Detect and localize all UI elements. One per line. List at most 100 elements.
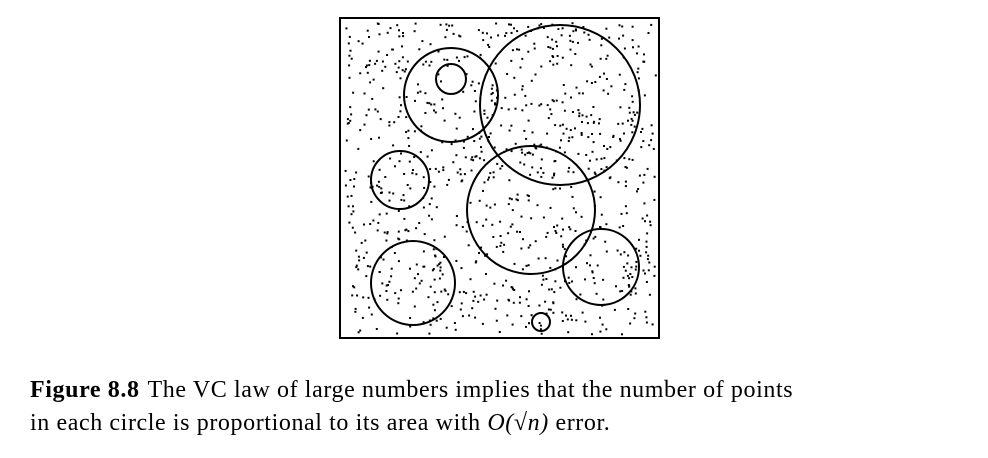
point <box>400 104 402 107</box>
point <box>594 173 597 176</box>
point <box>483 298 486 301</box>
point <box>348 64 351 67</box>
point <box>470 169 473 172</box>
point <box>377 50 380 53</box>
point <box>417 273 419 276</box>
point <box>540 143 543 146</box>
point <box>557 28 560 31</box>
point <box>561 217 564 220</box>
point <box>589 254 592 257</box>
point <box>479 53 482 56</box>
point <box>344 169 347 172</box>
point <box>591 333 593 336</box>
caption-text: The VC law of large numbers implies that… <box>147 377 794 403</box>
point <box>640 131 642 133</box>
point <box>365 251 368 254</box>
point <box>375 328 378 330</box>
point <box>553 291 556 294</box>
point <box>510 124 513 127</box>
point <box>463 173 466 176</box>
point <box>489 206 492 209</box>
point <box>462 290 465 293</box>
point <box>523 129 526 132</box>
point <box>538 304 541 307</box>
caption-line: Figure 8.8 The VC law of large numbers im… <box>30 374 793 407</box>
point <box>444 289 447 292</box>
point <box>599 132 602 135</box>
point <box>355 249 358 252</box>
point <box>365 114 368 117</box>
point <box>451 24 454 27</box>
point <box>540 283 543 286</box>
point <box>392 144 395 147</box>
point <box>474 100 477 103</box>
point <box>381 282 384 285</box>
point <box>605 328 608 331</box>
point <box>635 260 638 263</box>
point <box>591 133 593 135</box>
point <box>593 282 596 285</box>
point <box>546 104 549 107</box>
point <box>413 30 416 33</box>
point <box>607 92 610 95</box>
point <box>512 301 515 304</box>
point <box>400 152 402 155</box>
circle <box>531 312 551 332</box>
point <box>600 44 603 47</box>
point <box>398 35 401 38</box>
point <box>638 174 641 177</box>
point <box>537 257 540 260</box>
caption-math: O(√n) <box>487 410 549 436</box>
point <box>459 308 462 311</box>
point <box>381 191 383 194</box>
point <box>393 121 396 124</box>
point <box>368 59 371 62</box>
point <box>629 293 632 296</box>
point <box>440 290 443 293</box>
point <box>552 188 555 191</box>
point <box>369 223 372 225</box>
point <box>452 161 455 164</box>
point <box>648 261 651 264</box>
point <box>350 113 353 116</box>
point <box>561 320 564 322</box>
point <box>527 305 530 307</box>
point <box>633 125 636 128</box>
point <box>589 63 592 66</box>
point <box>371 97 374 100</box>
point <box>379 192 382 194</box>
point <box>444 36 447 39</box>
point <box>345 139 348 142</box>
point <box>556 224 559 227</box>
point <box>621 25 624 28</box>
point <box>443 256 445 258</box>
point <box>378 33 381 36</box>
point <box>550 113 553 116</box>
point <box>399 110 402 113</box>
point <box>646 167 649 170</box>
point <box>551 99 554 102</box>
point <box>643 173 646 176</box>
point <box>508 179 511 182</box>
point <box>408 205 411 208</box>
point <box>362 256 365 259</box>
point <box>374 108 377 111</box>
point <box>646 232 649 235</box>
point <box>452 32 455 35</box>
point <box>400 289 402 292</box>
point <box>637 67 640 70</box>
point <box>638 238 640 241</box>
point <box>389 27 392 30</box>
point <box>378 271 381 273</box>
point <box>549 60 552 63</box>
point <box>490 87 493 90</box>
point <box>494 62 497 65</box>
point <box>554 230 557 232</box>
point <box>644 220 646 223</box>
point <box>510 198 513 201</box>
point <box>547 117 550 120</box>
point <box>591 271 594 274</box>
point <box>351 294 354 297</box>
point <box>527 25 530 28</box>
point <box>490 99 493 102</box>
